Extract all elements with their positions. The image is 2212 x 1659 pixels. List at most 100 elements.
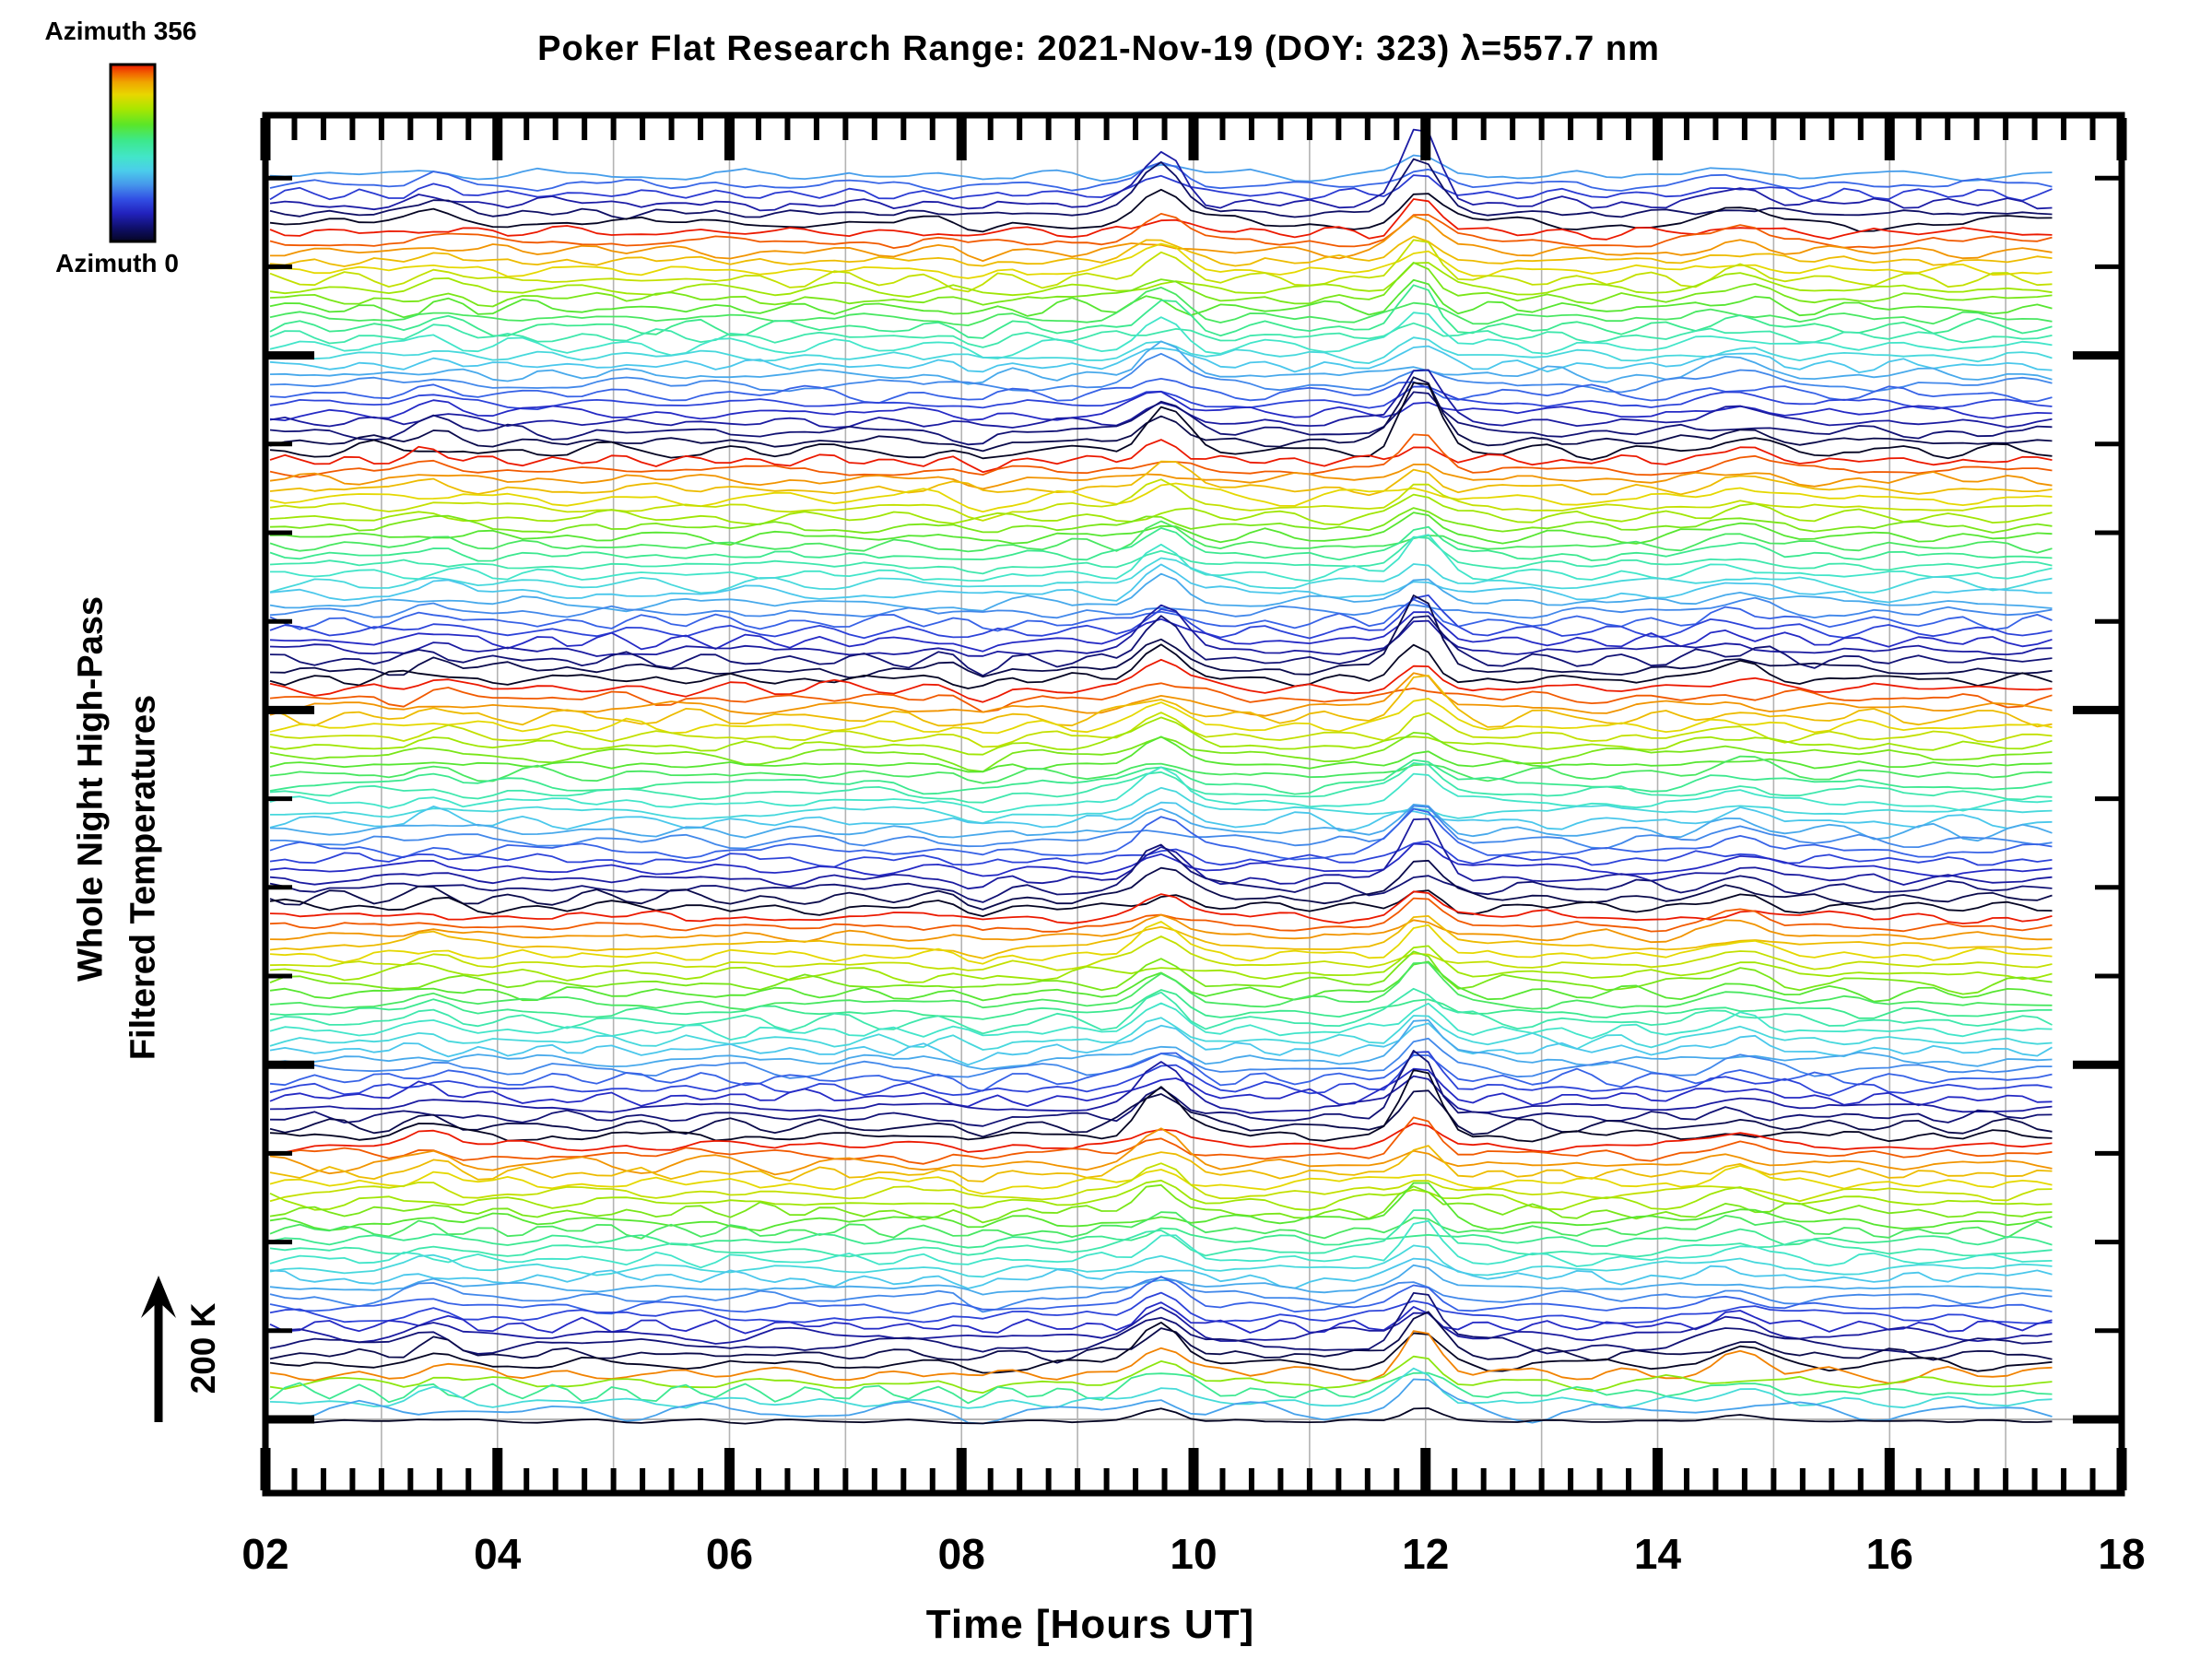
temperature-trace bbox=[269, 212, 2053, 250]
temperature-trace bbox=[269, 945, 2053, 983]
temperature-trace bbox=[269, 843, 2053, 903]
temperature-trace bbox=[269, 921, 2053, 965]
temperature-trace bbox=[269, 174, 2053, 202]
temperature-trace bbox=[269, 278, 2053, 319]
x-tick-label: 08 bbox=[938, 1530, 985, 1578]
temperature-trace bbox=[269, 261, 2053, 308]
temperature-trace bbox=[269, 643, 2053, 689]
temperature-trace bbox=[269, 1116, 2053, 1165]
temperature-trace bbox=[269, 215, 2053, 263]
temperature-trace bbox=[269, 235, 2053, 267]
temperature-trace bbox=[269, 615, 2053, 677]
x-tick-label: 14 bbox=[1634, 1530, 1682, 1578]
temperature-trace bbox=[269, 1311, 2053, 1364]
temperature-trace bbox=[269, 433, 2053, 478]
temperature-trace bbox=[269, 1052, 2053, 1092]
temperature-trace bbox=[269, 1061, 2053, 1114]
temperature-trace bbox=[269, 1257, 2053, 1289]
temperature-trace bbox=[269, 128, 2053, 212]
temperature-trace bbox=[269, 1244, 2053, 1278]
temperature-trace bbox=[270, 534, 2053, 582]
temperature-trace bbox=[269, 563, 2053, 604]
temperature-trace bbox=[269, 1165, 2053, 1195]
temperature-trace bbox=[269, 322, 2053, 348]
temperature-trace bbox=[269, 376, 2053, 453]
plot-frame bbox=[262, 112, 2125, 1497]
temperature-trace bbox=[269, 716, 2053, 756]
temperature-scale-arrow bbox=[141, 1276, 176, 1422]
temperature-trace bbox=[269, 786, 2053, 824]
x-tick-label: 18 bbox=[2098, 1530, 2145, 1578]
temperature-trace bbox=[269, 1306, 2053, 1345]
temperature-trace bbox=[269, 596, 2053, 619]
temperature-trace bbox=[269, 535, 2053, 575]
temperature-trace bbox=[269, 482, 2053, 513]
temperature-trace bbox=[269, 1183, 2053, 1224]
temperature-trace bbox=[269, 1002, 2053, 1041]
temperature-trace bbox=[269, 507, 2053, 535]
temperature-trace bbox=[269, 935, 2053, 971]
temperature-trace bbox=[269, 1162, 2053, 1203]
temperature-trace bbox=[269, 352, 2053, 394]
x-tick-label: 16 bbox=[1866, 1530, 1913, 1578]
temperature-trace bbox=[269, 158, 2053, 220]
temperature-trace bbox=[269, 369, 2053, 429]
temperature-trace bbox=[269, 804, 2053, 842]
temperature-trace bbox=[269, 1015, 2053, 1051]
temperature-trace bbox=[269, 1355, 2053, 1394]
x-tick-label: 02 bbox=[241, 1530, 288, 1578]
temperature-trace bbox=[269, 1069, 2053, 1143]
temperature-trace bbox=[269, 1330, 2053, 1384]
temperature-trace bbox=[269, 766, 2053, 814]
temperature-trace bbox=[269, 520, 2053, 554]
temperature-trace bbox=[269, 262, 2053, 299]
temperature-trace bbox=[269, 1067, 2053, 1108]
temperature-trace bbox=[269, 842, 2053, 877]
temperature-trace bbox=[269, 859, 2053, 911]
temperature-trace bbox=[269, 1179, 2053, 1211]
temperature-trace bbox=[269, 594, 2053, 640]
temperature-trace bbox=[269, 1219, 2053, 1269]
scale-arrow-head bbox=[141, 1276, 176, 1318]
temperature-trace bbox=[269, 312, 2053, 359]
temperature-trace bbox=[269, 512, 2053, 546]
temperature-trace bbox=[269, 239, 2053, 293]
temperature-trace bbox=[269, 840, 2053, 868]
temperature-trace bbox=[269, 1182, 2053, 1231]
temperature-trace bbox=[269, 242, 2053, 279]
temperature-trace bbox=[269, 950, 2053, 995]
temperature-trace bbox=[269, 735, 2053, 773]
temperature-trace bbox=[269, 382, 2053, 461]
temperature-trace bbox=[269, 572, 2053, 613]
temperature-trace bbox=[269, 525, 2053, 562]
temperature-trace bbox=[269, 989, 2053, 1020]
temperature-trace bbox=[269, 154, 2053, 182]
temperature-trace bbox=[269, 889, 2053, 917]
x-tick-label: 04 bbox=[474, 1530, 522, 1578]
temperature-trace bbox=[269, 1037, 2053, 1079]
temperature-trace bbox=[269, 340, 2053, 385]
temperature-trace bbox=[269, 391, 2053, 422]
temperature-trace bbox=[269, 1211, 2053, 1240]
temperature-trace bbox=[269, 439, 2053, 474]
temperature-trace bbox=[269, 658, 2053, 703]
temperature-trace bbox=[269, 1291, 2053, 1324]
temperature-trace bbox=[269, 286, 2053, 327]
x-tick-labels: 02 04 06 08 10 12 14 16 18 bbox=[241, 1530, 2145, 1578]
azimuth-colorbar bbox=[109, 63, 157, 243]
temperature-trace bbox=[269, 463, 2053, 490]
temperature-trace bbox=[269, 557, 2053, 594]
temperature-trace bbox=[269, 460, 2053, 497]
temperature-trace bbox=[269, 913, 2053, 944]
x-tick-label: 06 bbox=[706, 1530, 753, 1578]
temperature-trace bbox=[269, 762, 2053, 804]
temperature-trace bbox=[269, 611, 2053, 653]
temperature-trace bbox=[269, 1367, 2053, 1409]
temperature-trace bbox=[269, 1378, 2053, 1425]
temperature-trace bbox=[269, 987, 2053, 1035]
temperature-trace bbox=[269, 1089, 2053, 1138]
temperature-trace bbox=[269, 675, 2053, 728]
temperature-trace bbox=[269, 961, 2053, 1011]
